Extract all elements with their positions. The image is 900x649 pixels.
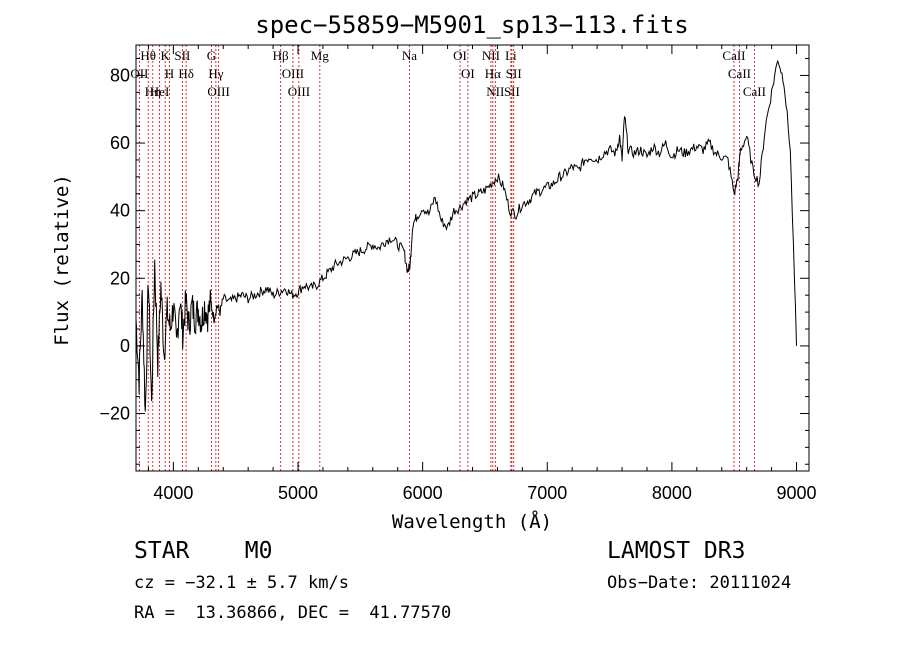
line-marker-label: SII xyxy=(504,84,520,99)
line-marker-label: OIII xyxy=(207,84,229,99)
line-marker-label: NII xyxy=(486,84,504,99)
line-marker-label: Hα xyxy=(485,66,501,81)
x-tick-label: 4000 xyxy=(153,483,193,503)
line-marker-label: Hδ xyxy=(178,66,194,81)
plot-frame xyxy=(135,44,810,472)
x-tick-label: 8000 xyxy=(652,483,692,503)
x-tick-label: 9000 xyxy=(777,483,817,503)
x-tick-label: 5000 xyxy=(278,483,318,503)
line-marker-label: Mg xyxy=(311,48,330,63)
x-axis-label: Wavelength (Å) xyxy=(392,510,552,533)
object-class: STAR M0 xyxy=(134,538,273,564)
line-marker-label: K xyxy=(160,48,170,63)
observation-date: Obs−Date: 20111024 xyxy=(607,573,792,593)
x-tick-label: 6000 xyxy=(403,483,443,503)
line-marker-label: Hγ xyxy=(208,66,223,81)
line-marker-label: Hη xyxy=(145,84,161,99)
ra-dec-coordinates: RA = 13.36866, DEC = 41.77570 xyxy=(134,603,452,623)
line-marker-label: H xyxy=(165,66,174,81)
line-marker-label: NII xyxy=(482,48,500,63)
y-tick-label: 20 xyxy=(110,268,130,288)
chart-title: spec−55859−M5901_sp13−113.fits xyxy=(255,11,688,39)
y-tick-label: 40 xyxy=(110,201,130,221)
y-tick-label: 0 xyxy=(120,336,130,356)
line-marker-label: CaII xyxy=(728,66,751,81)
line-marker-label: OI xyxy=(461,66,475,81)
spectrum-series xyxy=(135,59,797,412)
line-marker-label: SII xyxy=(174,48,190,63)
line-marker-label: Na xyxy=(402,48,417,63)
x-tick-label: 7000 xyxy=(527,483,567,503)
y-tick-label: 80 xyxy=(110,65,130,85)
line-marker-label: G xyxy=(207,48,216,63)
line-marker-label: OI xyxy=(453,48,467,63)
x-axis: 4000 5000 6000 7000 8000 9000 xyxy=(147,45,817,503)
line-marker-label: CaII xyxy=(743,84,766,99)
survey-name: LAMOST DR3 xyxy=(607,538,746,564)
line-marker-label: HeI xyxy=(150,84,170,99)
spectrum-line xyxy=(135,59,797,412)
line-marker-label: OII xyxy=(130,66,148,81)
line-marker-label: OIII xyxy=(288,84,310,99)
line-marker-label: OIII xyxy=(282,66,304,81)
y-tick-label: 60 xyxy=(110,133,130,153)
y-axis-label: Flux (relative) xyxy=(51,174,73,346)
y-axis: −20 0 20 40 60 80 xyxy=(99,58,809,465)
line-marker-label: Hθ xyxy=(140,48,156,63)
redshift-cz: cz = −32.1 ± 5.7 km/s xyxy=(134,573,349,593)
line-marker-label: CaII xyxy=(722,48,745,63)
line-marker-label: SII xyxy=(506,66,522,81)
y-tick-label: −20 xyxy=(99,404,130,424)
line-marker-label: Li xyxy=(505,48,517,63)
line-marker-label: Hβ xyxy=(273,48,289,63)
